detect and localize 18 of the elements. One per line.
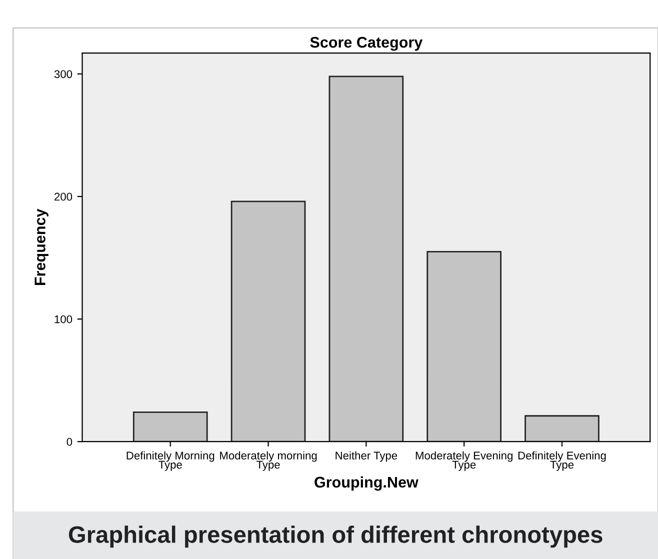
text: Graphical presentation of different chronotypes [68,526,602,548]
bar [426,250,502,442]
y-tick-label: 300 [54,70,72,78]
y-axis-title: Frequency [34,208,48,285]
x-tick-label: Definitely Morning Type [126,451,214,471]
bar [524,415,600,442]
x-tick-label: Moderately Evening Type [416,451,512,471]
x-tick-label: Neither Type [336,451,398,462]
y-tick-label: 100 [54,315,72,324]
x-axis-title: Grouping.New [314,476,418,491]
chart-title: Score Category [310,36,423,51]
y-tick-label: 0 [66,438,72,446]
bar [230,200,306,442]
x-tick-label: Definitely Evening Type [518,451,606,471]
x-tick-label: Moderately morning Type [220,451,317,471]
bar [328,76,404,442]
y-tick-label: 200 [54,192,72,201]
bar [132,412,208,442]
